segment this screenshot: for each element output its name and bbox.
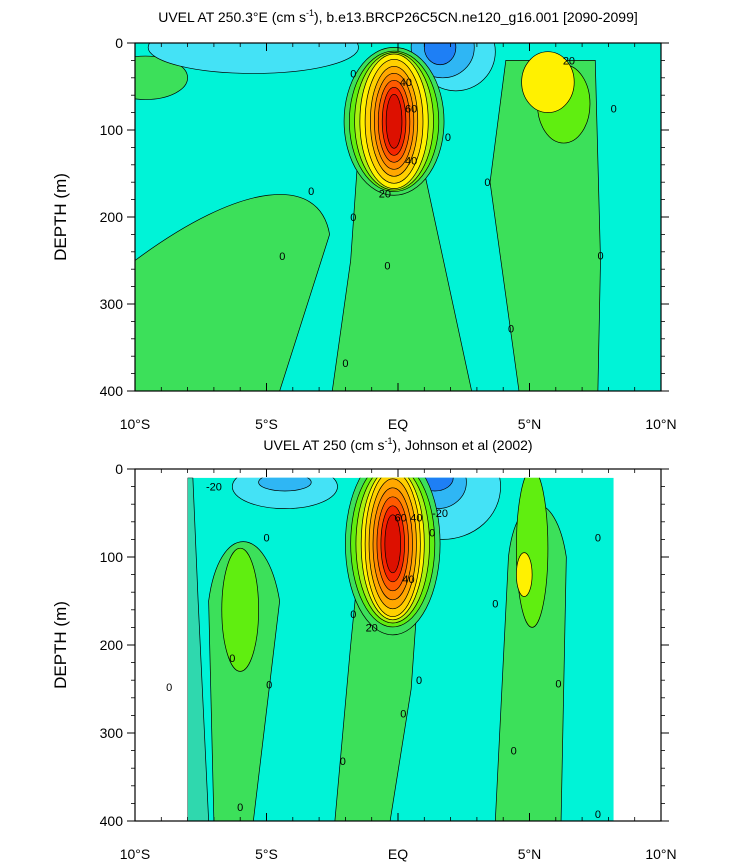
surface-west-band: [231, 477, 338, 509]
north-band-level-15: [515, 552, 533, 597]
contour-label: 0: [166, 682, 172, 694]
contour-label: 0: [492, 599, 498, 611]
contour-label: 40: [410, 512, 422, 524]
contour-label: 0: [508, 323, 514, 335]
contour-label: 0: [308, 186, 314, 198]
x-tick-label: 10°S: [120, 416, 151, 432]
y-tick-label: 400: [100, 813, 124, 829]
euc-level-10: [384, 514, 401, 574]
y-tick-label: 400: [100, 383, 124, 399]
contour-label: -20: [206, 482, 222, 494]
y-axis-label: DEPTH (m): [51, 601, 70, 689]
x-tick-label: EQ: [388, 416, 408, 432]
contour-label: 0: [595, 809, 601, 821]
contour-label: 0: [511, 746, 517, 758]
west-edge-band: [187, 477, 209, 821]
chart-title: UVEL AT 250.3°E (cm s-1), b.e13.BRCP26C5…: [158, 8, 638, 25]
contour-label: 0: [484, 177, 490, 189]
x-tick-label: 5°S: [255, 416, 278, 432]
contour-label: 0: [416, 675, 422, 687]
y-tick-label: 300: [100, 296, 124, 312]
x-tick-label: EQ: [388, 846, 408, 862]
contour-label: 20: [379, 189, 391, 201]
westward-flow-level-20: [423, 43, 457, 66]
euc-level-10: [385, 93, 403, 149]
contour-label: 60: [395, 512, 407, 524]
north-eastward-band: [489, 60, 601, 391]
chart-title: UVEL AT 250 (cm s-1), Johnson et al (200…: [263, 436, 532, 453]
contour-label: 60: [405, 103, 417, 115]
contour-label: 0: [350, 68, 356, 80]
contour-field: [135, 43, 661, 391]
contour-label: 0: [597, 250, 603, 262]
x-tick-label: 10°N: [645, 416, 676, 432]
chart-panel-1: 0 0 0 0 0 0 0 0 0 0 0 20 40 40 60 20 10°S 5°S EQ 5°N 10°N 0 10…: [51, 8, 677, 432]
contour-label: 40: [405, 155, 417, 167]
y-tick-label: 200: [100, 637, 124, 653]
y-tick-label: 0: [115, 461, 123, 477]
contour-label: 0: [350, 212, 356, 224]
contour-label: 0: [429, 527, 435, 539]
contour-label: 0: [237, 802, 243, 814]
x-tick-label: 5°N: [518, 416, 542, 432]
x-tick-label: 5°N: [518, 846, 542, 862]
contour-label: 0: [555, 679, 561, 691]
x-tick-label: 10°N: [645, 846, 676, 862]
contour-field: [187, 477, 614, 821]
surface-west-level-10: [258, 477, 312, 492]
contour-label: 0: [266, 680, 272, 692]
south-band-level-10: [221, 547, 259, 672]
contour-label: 0: [350, 609, 356, 621]
contour-label: 0: [384, 261, 390, 273]
south-eastward-band: [135, 194, 330, 391]
contour-label: 0: [595, 533, 601, 545]
contour-label: 0: [445, 132, 451, 144]
contour-label: 0: [342, 358, 348, 370]
contour-label: 0: [611, 103, 617, 115]
y-tick-label: 300: [100, 725, 124, 741]
contour-label: 40: [400, 77, 412, 89]
south-west-patch: [135, 55, 188, 100]
contour-label: 0: [340, 756, 346, 768]
y-tick-label: 200: [100, 209, 124, 225]
contour-label: 20: [366, 622, 378, 634]
x-tick-label: 5°S: [255, 846, 278, 862]
north-band-level-10: [516, 477, 549, 628]
surface-west-band: [147, 43, 359, 74]
contour-label: 0: [400, 709, 406, 721]
y-axis-label: DEPTH (m): [51, 173, 70, 261]
y-tick-label: 0: [115, 35, 123, 51]
contour-label: -20: [432, 508, 448, 520]
north-jet-level-20: [521, 51, 575, 113]
y-tick-label: 100: [100, 122, 124, 138]
contour-label: 0: [279, 251, 285, 263]
contour-label: 40: [402, 574, 414, 586]
contour-label: 0: [229, 653, 235, 665]
contour-label: 20: [563, 55, 575, 67]
contour-label: 0: [263, 533, 269, 545]
x-tick-label: 10°S: [120, 846, 151, 862]
y-tick-label: 100: [100, 549, 124, 565]
